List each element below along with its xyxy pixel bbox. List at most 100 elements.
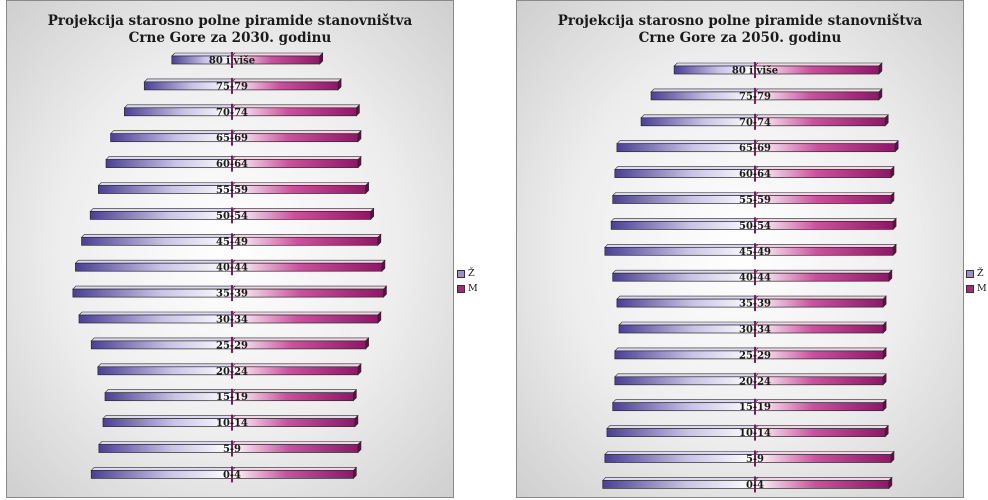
legend-label-z: Ž (468, 268, 475, 279)
bar-male-70-74 (754, 114, 889, 127)
bar-female-45-49 (604, 244, 759, 256)
chart-title-line-1: Projekcija starosno polne piramide stano… (557, 13, 923, 29)
bar-male-15-19 (231, 388, 358, 402)
legend-swatch-m (966, 284, 974, 293)
bar-male-25-29 (231, 337, 370, 350)
bar-female-0-4 (90, 467, 236, 479)
bar-male-0-4 (231, 466, 358, 480)
bar-female-65-69 (616, 140, 759, 153)
bar-female-30-34 (78, 311, 236, 324)
bar-female-15-19 (612, 399, 759, 412)
legend-swatch-m (457, 284, 465, 293)
bar-female-0-4 (602, 477, 759, 489)
bar-male-50-54 (231, 207, 375, 221)
bar-female-55-59 (612, 192, 759, 204)
age-label: 70-74 (216, 107, 248, 118)
bar-female-50-54 (89, 208, 236, 220)
age-label: 45-49 (739, 247, 771, 258)
bar-female-75-79 (143, 78, 236, 91)
bar-male-5-9 (231, 440, 362, 454)
bar-female-10-14 (606, 425, 759, 437)
bar-male-60-64 (754, 165, 895, 179)
bar-female-15-19 (104, 389, 236, 402)
age-label: 65-69 (739, 143, 771, 154)
chart-title-line-2: Crne Gore za 2030. godinu (128, 30, 332, 46)
pyramid-plot-2050: 80 i više 75-79 70-74 65-69 60-64 55-59 50-54 4… (602, 62, 899, 493)
bar-male-55-59 (754, 191, 895, 205)
bar-male-45-49 (231, 233, 382, 247)
bar-male-45-49 (754, 243, 897, 257)
age-label: 15-19 (216, 392, 248, 403)
bar-female-40-44 (74, 259, 236, 272)
legend-item-m: M (457, 281, 478, 296)
age-label: 20-24 (216, 366, 248, 377)
legend-2030: Ž M (457, 266, 478, 296)
bar-female-5-9 (604, 451, 759, 463)
chart-title-2050: Projekcija starosno polne piramide stano… (517, 13, 963, 47)
age-label: 50-54 (739, 221, 771, 232)
bar-female-30-34 (618, 321, 759, 334)
age-label: 55-59 (739, 195, 771, 206)
bar-male-0-4 (754, 476, 893, 490)
age-label: 60-64 (739, 169, 771, 180)
age-label: 75-79 (739, 91, 771, 102)
age-label: 70-74 (739, 117, 771, 128)
age-label: 50-54 (216, 211, 248, 222)
bar-male-30-34 (754, 321, 887, 334)
age-label: 30-34 (739, 325, 771, 336)
chart-title-line-1: Projekcija starosno polne piramide stano… (47, 13, 413, 29)
bar-male-65-69 (754, 139, 899, 153)
bar-male-50-54 (754, 217, 897, 231)
age-label: 35-39 (216, 289, 248, 300)
bar-male-35-39 (231, 285, 388, 298)
bar-male-20-24 (754, 373, 887, 386)
bar-male-25-29 (754, 347, 887, 360)
bar-male-10-14 (231, 414, 359, 428)
age-label: 45-49 (216, 237, 248, 248)
bar-male-80 i više (754, 62, 883, 75)
age-label: 55-59 (216, 185, 248, 196)
bar-male-5-9 (754, 450, 895, 464)
bar-female-50-54 (610, 218, 759, 230)
bar-male-20-24 (231, 363, 362, 376)
age-label: 40-44 (216, 263, 248, 274)
bar-female-35-39 (616, 295, 759, 308)
age-label: 15-19 (739, 402, 771, 413)
legend-label-z: Ž (977, 268, 984, 279)
legend-item-z: Ž (966, 266, 987, 281)
age-label: 10-14 (739, 428, 771, 439)
age-label: 80 i više (732, 66, 778, 77)
bar-male-15-19 (754, 398, 887, 412)
age-label: 75-79 (216, 81, 248, 92)
age-label: 60-64 (216, 159, 248, 170)
legend-item-m: M (966, 281, 987, 296)
chart-title-line-2: Crne Gore za 2050. godinu (638, 30, 842, 46)
chart-panel-2050: Projekcija starosno polne piramide stano… (516, 0, 964, 498)
bar-male-40-44 (754, 269, 893, 282)
age-label: 0-4 (746, 480, 764, 491)
bar-male-35-39 (754, 295, 887, 308)
bar-female-25-29 (90, 337, 236, 350)
age-label: 35-39 (739, 299, 771, 310)
age-label: 40-44 (739, 273, 771, 284)
chart-panel-2030: Projekcija starosno polne piramide stano… (6, 0, 454, 498)
bar-female-45-49 (80, 234, 236, 246)
age-label: 30-34 (216, 315, 248, 326)
bar-male-65-69 (231, 129, 362, 143)
bar-male-75-79 (754, 88, 883, 101)
bar-male-30-34 (231, 311, 382, 324)
legend-label-m: M (468, 283, 478, 294)
chart-title-2030: Projekcija starosno polne piramide stano… (7, 13, 453, 47)
bar-male-60-64 (231, 155, 362, 169)
pyramid-plot-2030: 80 i više 75-79 70-74 65-69 60-64 55-59 50-54 4… (72, 52, 388, 483)
age-label: 20-24 (739, 376, 771, 387)
age-label: 80 i više (209, 56, 255, 67)
bar-female-60-64 (614, 166, 759, 178)
bar-female-35-39 (72, 285, 236, 298)
bar-female-25-29 (614, 347, 759, 360)
age-label: 25-29 (216, 340, 248, 351)
bar-female-20-24 (614, 373, 759, 386)
bar-female-20-24 (97, 363, 236, 376)
legend-swatch-z (966, 269, 974, 278)
age-label: 25-29 (739, 350, 771, 361)
